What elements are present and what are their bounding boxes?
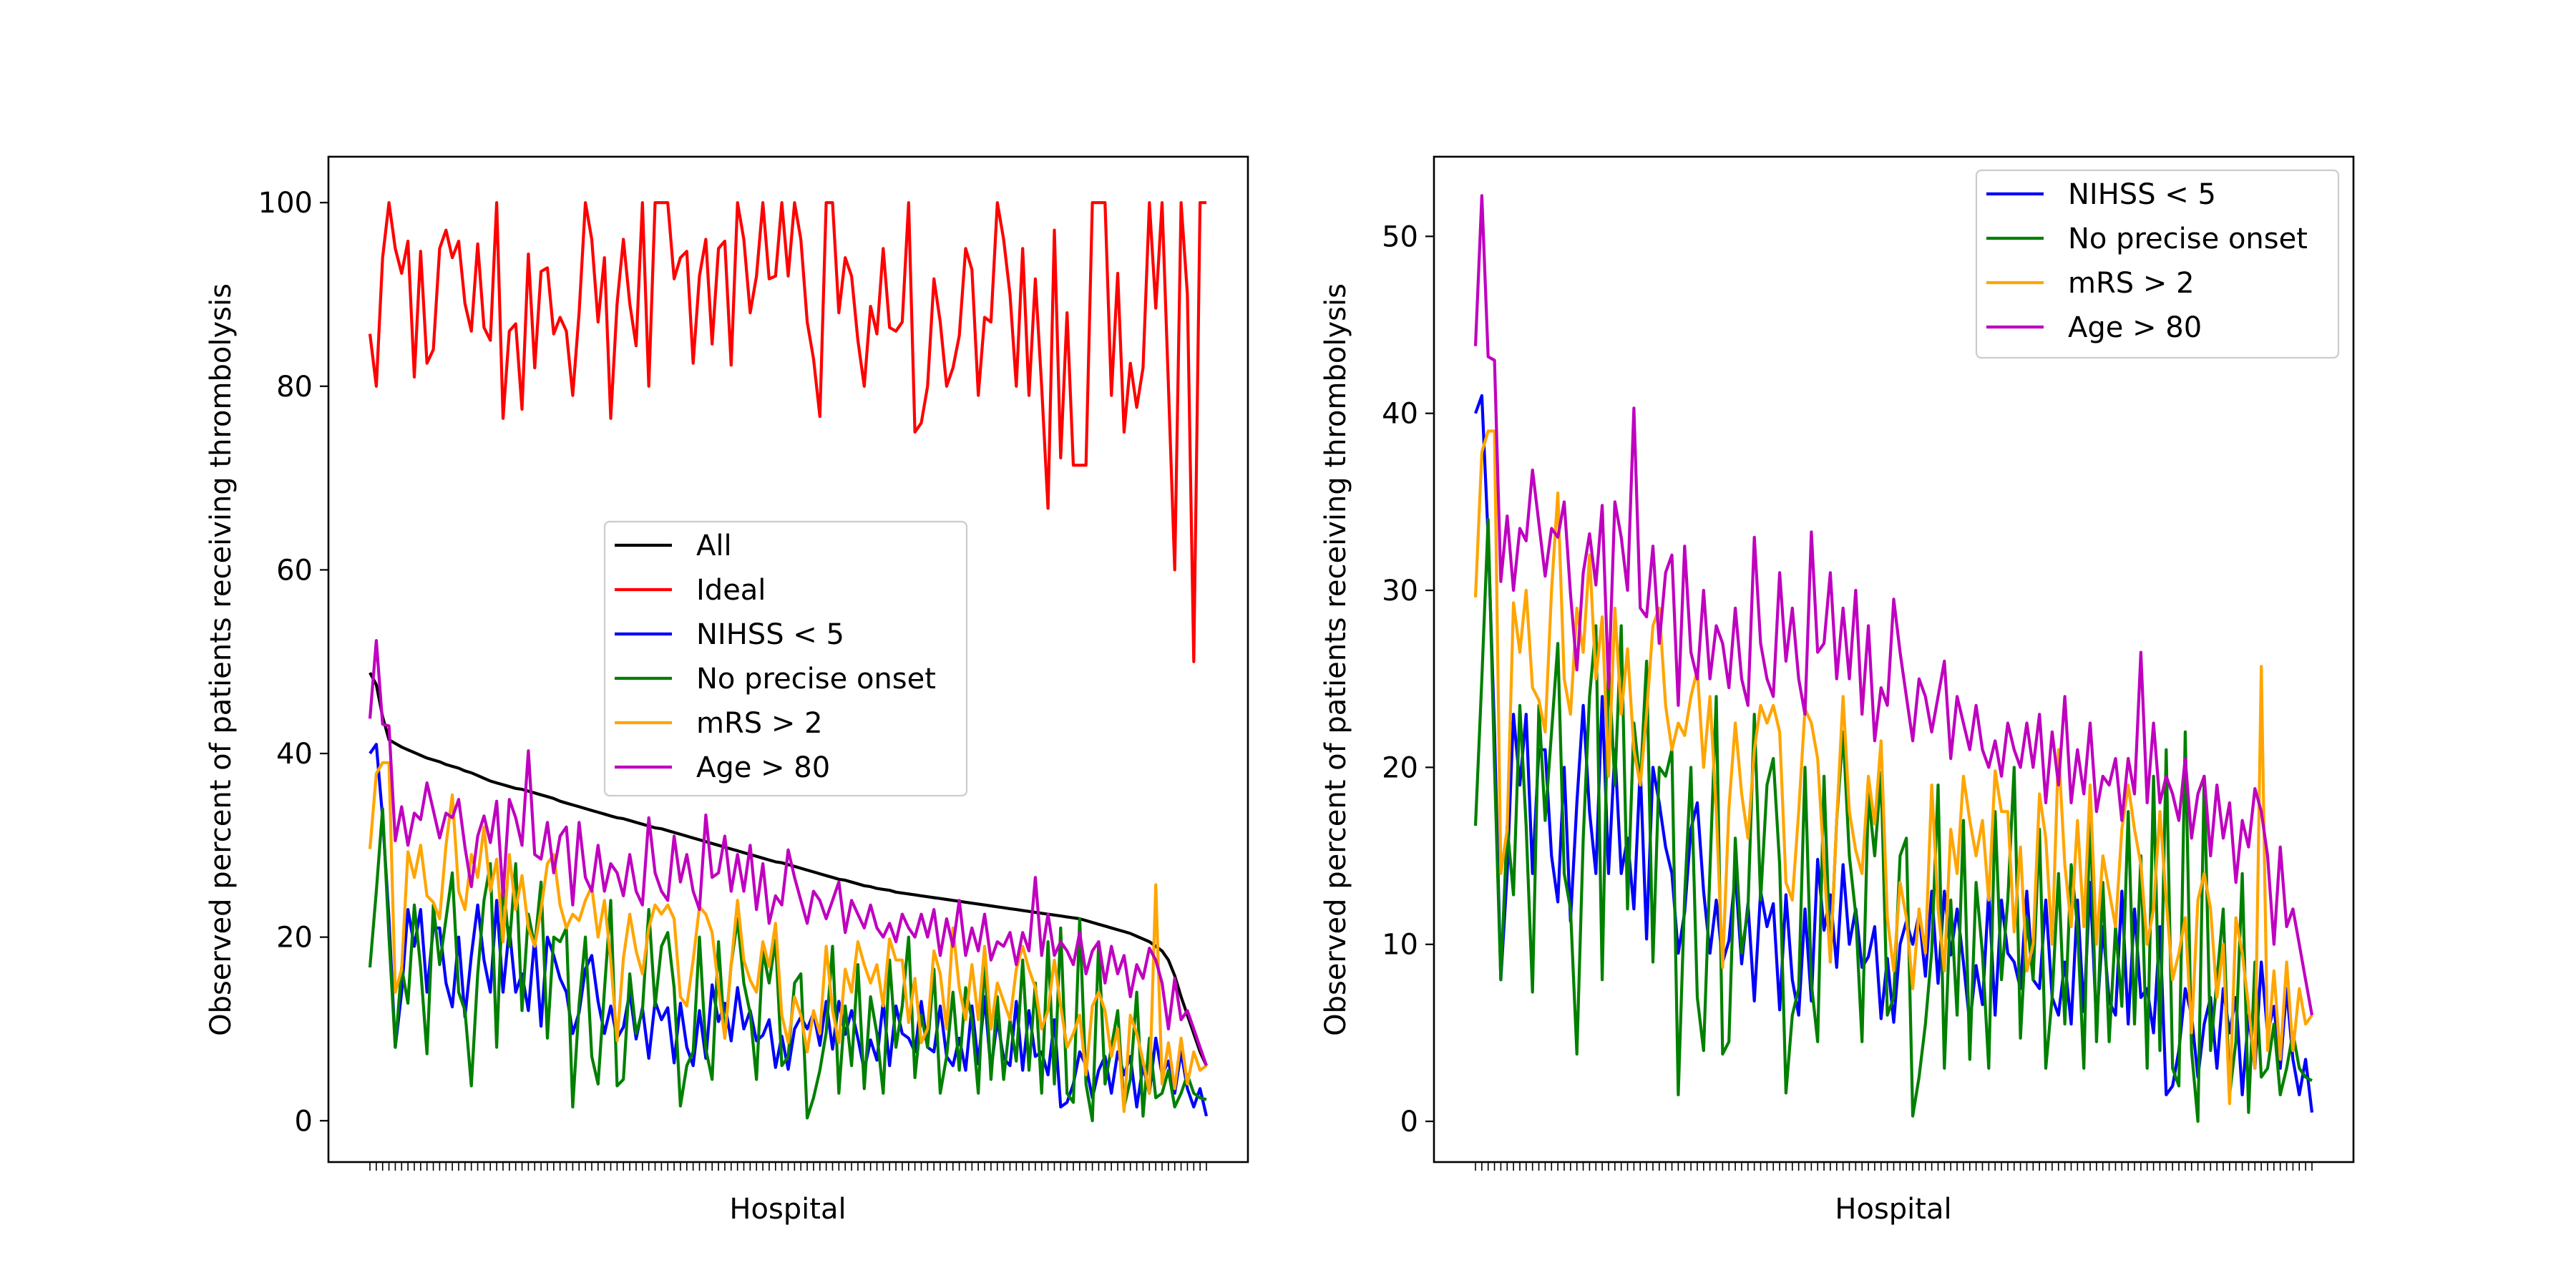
left-y-tick-label: 0 <box>295 1105 313 1138</box>
right-series-lines <box>1473 194 2314 1123</box>
left-chart-panel: 0 20 40 60 80 100 Hospital Observed percent o… <box>205 155 1249 1226</box>
right-y-ticks: 0 10 20 30 40 50 <box>1382 220 1434 1138</box>
left-x-ticks <box>369 1162 1207 1171</box>
right-y-tick-label: 40 <box>1382 398 1418 431</box>
left-series-line-age-80 <box>368 639 1208 1066</box>
left-series-line-no-precise-onset <box>368 806 1207 1123</box>
right-legend-box <box>1975 169 2340 359</box>
right-x-ticks <box>1475 1162 2313 1171</box>
right-y-tick-label: 20 <box>1382 751 1418 784</box>
left-y-axis-label: Observed percent of patients receiving t… <box>205 283 238 1036</box>
left-series-line-ideal <box>368 201 1206 663</box>
right-y-tick-label: 10 <box>1382 929 1418 962</box>
left-y-tick-label: 100 <box>258 187 313 220</box>
right-legend-label-mrs-2: mRS > 2 <box>2068 267 2195 300</box>
left-series-lines <box>368 201 1209 1123</box>
right-legend-label-age-80: Age > 80 <box>2068 311 2202 344</box>
left-series-line-mrs-2 <box>368 761 1208 1113</box>
right-y-tick-label: 50 <box>1382 220 1418 253</box>
left-y-tick-label: 20 <box>276 922 313 955</box>
left-series-line-all <box>369 672 1208 1067</box>
right-series-line-no-precise-onset <box>1473 517 2313 1123</box>
right-y-tick-label: 0 <box>1400 1106 1418 1138</box>
right-legend: NIHSS < 5 No precise onset mRS > 2 Age > 80 <box>1975 169 2340 359</box>
right-series-line-age-80 <box>1473 194 2314 1016</box>
left-legend-label-all: All <box>696 530 732 562</box>
left-legend-label-no-precise-onset: No precise onset <box>696 663 936 696</box>
right-chart-panel: 0 10 20 30 40 50 Hospital Observed percent of… <box>1319 155 2355 1226</box>
right-legend-label-no-precise-onset: No precise onset <box>2068 223 2308 255</box>
left-legend-box <box>603 520 968 797</box>
right-y-tick-label: 30 <box>1382 575 1418 608</box>
left-y-tick-label: 80 <box>276 371 313 404</box>
left-y-ticks: 0 20 40 60 80 100 <box>258 187 328 1138</box>
left-legend-label-ideal: Ideal <box>696 574 766 607</box>
left-legend-label-age-80: Age > 80 <box>696 751 830 784</box>
left-legend: All Ideal NIHSS < 5 No precise onset mRS > 2… <box>603 520 968 797</box>
left-y-tick-label: 40 <box>276 738 313 771</box>
left-legend-label-nihss-5: NIHSS < 5 <box>696 618 844 651</box>
left-y-tick-label: 60 <box>276 554 313 587</box>
right-legend-label-nihss-5: NIHSS < 5 <box>2068 178 2216 211</box>
right-series-line-mrs-2 <box>1473 429 2313 1106</box>
right-y-axis-label: Observed percent of patients receiving t… <box>1319 283 1352 1036</box>
left-legend-label-mrs-2: mRS > 2 <box>696 707 823 740</box>
left-x-axis-label: Hospital <box>729 1193 846 1226</box>
right-x-axis-label: Hospital <box>1835 1193 1951 1226</box>
